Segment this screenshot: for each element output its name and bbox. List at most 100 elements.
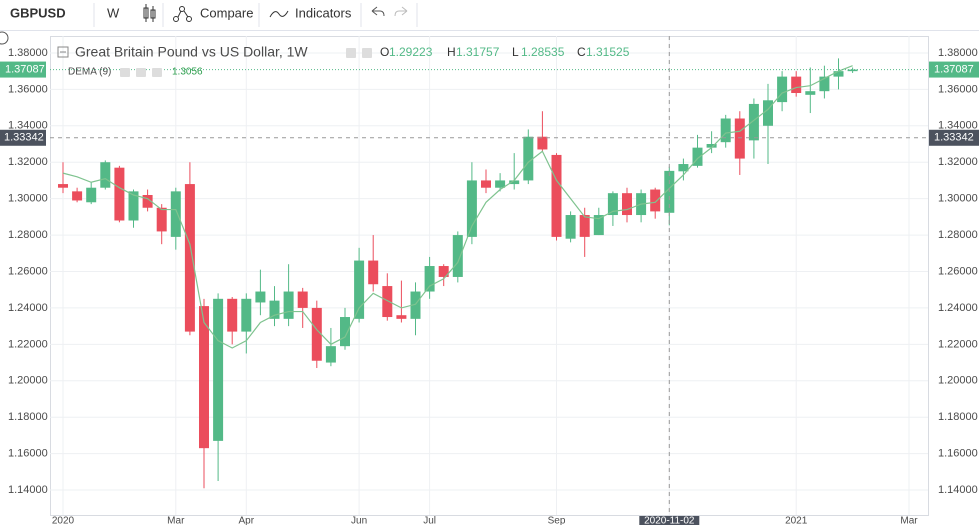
x-tick-label: Mar <box>900 516 918 525</box>
x-tick-label: 2020 <box>52 516 75 525</box>
y-tick-label: 1.22000 <box>938 338 978 350</box>
settings-handle[interactable] <box>0 31 9 45</box>
candle-body <box>283 291 294 319</box>
candle-body <box>791 76 802 94</box>
y-tick-label: 1.36000 <box>8 83 48 95</box>
y-tick-label: 1.14000 <box>8 484 48 496</box>
candle-body <box>734 118 745 159</box>
legend-button <box>136 68 146 77</box>
ohlc-value: 1.28535 <box>521 45 565 59</box>
redo-button[interactable] <box>394 6 408 17</box>
y-tick-label: 1.22000 <box>8 338 48 350</box>
candle-body <box>706 144 717 148</box>
candle-body <box>255 291 266 303</box>
ohlc-value: 1.31525 <box>586 45 630 59</box>
candle-body <box>438 266 449 277</box>
candle-body <box>213 298 224 441</box>
candle-body <box>424 266 435 292</box>
candle-body <box>678 164 689 172</box>
x-tick-label: Jul <box>423 516 436 525</box>
indicator-name: DEMA (9) <box>68 67 111 78</box>
collapse-button[interactable] <box>57 46 69 58</box>
candle-body <box>523 136 534 181</box>
y-tick-label: 1.18000 <box>938 411 978 423</box>
candle-body <box>833 71 844 77</box>
crosshair-date: 2020-11-02 <box>644 516 695 525</box>
y-tick-label: 1.16000 <box>8 448 48 460</box>
y-tick-label: 1.26000 <box>8 265 48 277</box>
candle-body <box>297 291 308 308</box>
x-tick-label: Jun <box>351 516 367 525</box>
candle-body <box>805 91 816 95</box>
dema-value: 1.3056 <box>172 67 203 78</box>
symbol[interactable]: GBPUSD <box>10 5 66 20</box>
candle-body <box>227 298 238 332</box>
y-tick-label: 1.30000 <box>8 193 48 205</box>
candle-body <box>720 118 731 143</box>
y-tick-label: 1.24000 <box>8 302 48 314</box>
candle-body <box>86 187 97 203</box>
candle-icon[interactable] <box>143 4 156 22</box>
candle-body <box>170 191 181 237</box>
candle-body <box>763 100 773 126</box>
candle-body <box>593 215 604 236</box>
y-tick-label: 1.20000 <box>938 375 978 387</box>
indicators-icon[interactable] <box>269 10 289 18</box>
legend-button <box>152 68 162 77</box>
legend-button <box>362 48 372 58</box>
crosshair-label: 1.33342 <box>934 132 974 144</box>
y-tick-label: 1.38000 <box>8 47 48 59</box>
x-tick-label: Sep <box>548 516 566 525</box>
candle-body <box>692 147 703 166</box>
indicators-button[interactable]: Indicators <box>295 5 352 20</box>
candle-body <box>579 215 590 237</box>
candle-body <box>156 207 167 232</box>
y-tick-label: 1.32000 <box>938 156 978 168</box>
x-tick-label: 2021 <box>785 516 808 525</box>
undo-button[interactable] <box>371 6 385 17</box>
candle-body <box>311 307 322 361</box>
candle-body <box>368 260 379 285</box>
candle-body <box>495 180 506 188</box>
last-price-box <box>929 61 979 78</box>
y-tick-label: 1.36000 <box>938 83 978 95</box>
candle-body <box>777 76 788 103</box>
y-tick-label: 1.28000 <box>938 229 978 241</box>
crosshair-label: 1.33342 <box>4 132 44 144</box>
legend-button <box>346 48 356 58</box>
y-tick-label: 1.32000 <box>8 156 48 168</box>
candle-body <box>128 191 139 221</box>
candle-body <box>354 260 365 319</box>
candle-body <box>452 235 463 277</box>
y-tick-label: 1.34000 <box>938 120 978 132</box>
interval[interactable]: W <box>107 5 120 20</box>
last-price-box <box>0 61 46 78</box>
y-tick-label: 1.26000 <box>938 265 978 277</box>
candle-body <box>58 184 68 188</box>
x-tick-label: Mar <box>167 516 185 525</box>
y-tick-label: 1.28000 <box>8 229 48 241</box>
ohlc-value: 1.31757 <box>456 45 500 59</box>
candle-body <box>396 315 407 319</box>
candle-body <box>847 69 858 72</box>
candle-body <box>100 162 111 188</box>
last-price-label: 1.37087 <box>934 63 974 75</box>
candle-body <box>650 189 661 212</box>
toolbar <box>0 0 979 30</box>
y-tick-label: 1.20000 <box>8 375 48 387</box>
candle-body <box>114 167 125 221</box>
compare-button[interactable]: Compare <box>200 5 253 20</box>
candle-body <box>269 300 280 319</box>
candle-body <box>142 194 153 208</box>
ohlc-key: H <box>447 45 456 59</box>
candle-body <box>565 215 576 239</box>
candle-body <box>551 154 562 237</box>
crosshair-box <box>0 129 46 146</box>
ohlc-key: O <box>380 45 389 59</box>
crosshair-date-box <box>639 516 700 525</box>
compare-icon[interactable] <box>173 6 192 22</box>
candle-body <box>819 76 830 92</box>
crosshair-box <box>929 129 979 146</box>
candle-body <box>382 286 393 318</box>
